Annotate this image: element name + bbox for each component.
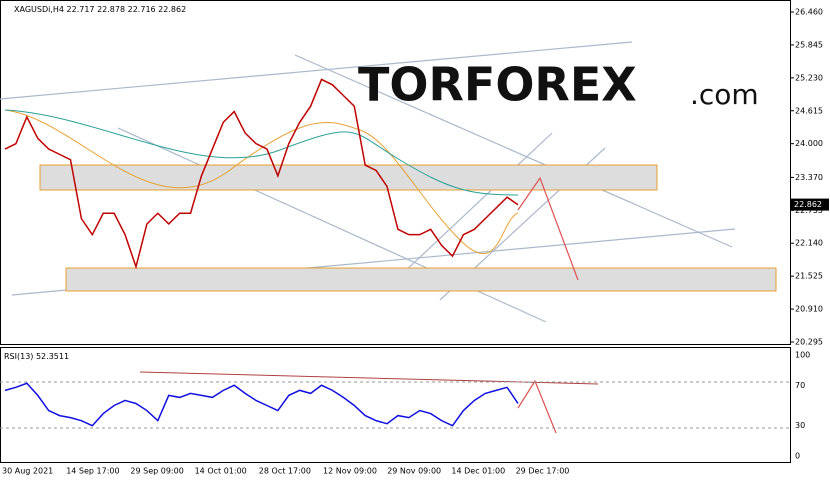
price-tick-label: 22.140	[795, 239, 823, 248]
rsi-line	[4, 382, 519, 427]
support-zone	[65, 267, 777, 292]
price-tick-label: 20.910	[795, 305, 823, 314]
time-label: 29 Sep 09:00	[130, 467, 183, 476]
time-label: 28 Oct 17:00	[259, 467, 311, 476]
rsi-tick-label: 100	[795, 351, 810, 360]
time-label: 14 Sep 17:00	[66, 467, 119, 476]
rsi-trendline	[139, 371, 599, 385]
time-label: 12 Nov 09:00	[323, 467, 377, 476]
ma-fast	[4, 109, 519, 255]
time-label: 14 Oct 01:00	[195, 467, 247, 476]
forecast-arrows	[517, 176, 579, 434]
rsi-tick-label: 70	[795, 381, 805, 390]
symbol-info: XAGUSDi,H4 22.717 22.878 22.716 22.862	[14, 5, 186, 14]
time-label: 29 Dec 17:00	[516, 467, 570, 476]
rsi-panel	[0, 347, 791, 463]
price-panel	[0, 0, 791, 345]
current-price-label: 22.862	[794, 200, 822, 209]
rsi-tick-label: 30	[795, 421, 805, 430]
price-line	[4, 78, 519, 270]
price-tick-label: 26.460	[795, 8, 823, 17]
time-label: 29 Nov 09:00	[387, 467, 441, 476]
price-tick-label: 20.295	[795, 338, 823, 347]
price-tick-label: 24.000	[795, 139, 823, 148]
rsi-tick-label: 0	[795, 452, 800, 461]
logo-suffix: .com	[690, 78, 759, 111]
time-label: 30 Aug 2021	[2, 467, 53, 476]
price-tick-label: 21.525	[795, 272, 823, 281]
logo: TORFOREX	[358, 58, 637, 112]
price-tick-label: 25.845	[795, 40, 823, 49]
current-price-box	[791, 198, 829, 211]
rsi-info: RSI(13) 52.3511	[4, 352, 69, 361]
ma-slow	[4, 109, 519, 196]
resistance-zone	[39, 164, 658, 191]
time-label: 14 Dec 01:00	[451, 467, 505, 476]
price-tick-label: 25.230	[795, 73, 823, 82]
price-tick-label: 23.370	[795, 173, 823, 182]
price-tick-label: 24.615	[795, 106, 823, 115]
